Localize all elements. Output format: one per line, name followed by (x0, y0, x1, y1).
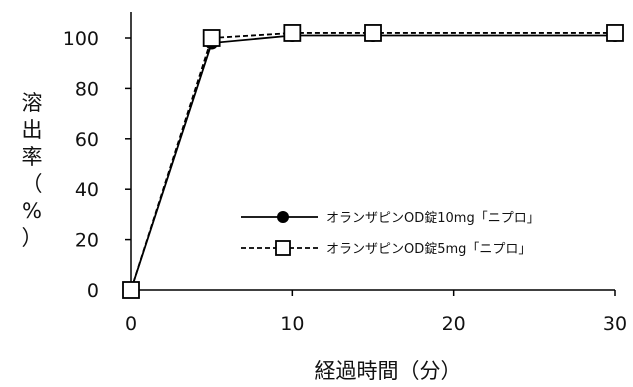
x-tick-label: 30 (603, 313, 627, 335)
data-point (606, 24, 624, 42)
y-tick-label: 0 (87, 280, 99, 302)
x-tick-label: 0 (125, 313, 137, 335)
y-tick-label: 80 (75, 78, 99, 100)
legend-label: オランザピンOD錠10mg「ニプロ」 (326, 211, 540, 226)
legend-label: オランザピンOD錠5mg「ニプロ」 (326, 242, 531, 257)
legend-marker (277, 211, 289, 223)
data-point (364, 24, 382, 42)
data-point (283, 24, 302, 42)
y-tick-label: 20 (75, 230, 99, 252)
series-layer (122, 24, 624, 299)
axis-titles: 経過時間（分） 溶出率（%） (22, 91, 462, 383)
legend-marker (275, 240, 291, 256)
data-point (122, 281, 140, 299)
x-tick-label: 20 (442, 313, 466, 335)
y-tick-label: 100 (63, 28, 99, 50)
x-axis-title: 経過時間（分） (315, 359, 462, 383)
legend: オランザピンOD錠10mg「ニプロ」オランザピンOD錠5mg「ニプロ」 (241, 211, 540, 257)
y-tick-label: 60 (75, 129, 99, 151)
y-tick-label: 40 (75, 179, 99, 201)
axes (130, 12, 615, 291)
y-axis-title: 溶出率（%） (22, 91, 43, 250)
ticks: 0 20 40 60 80 100 0 10 20 30 (63, 28, 627, 335)
data-point (202, 29, 221, 47)
x-tick-label: 10 (280, 313, 304, 335)
